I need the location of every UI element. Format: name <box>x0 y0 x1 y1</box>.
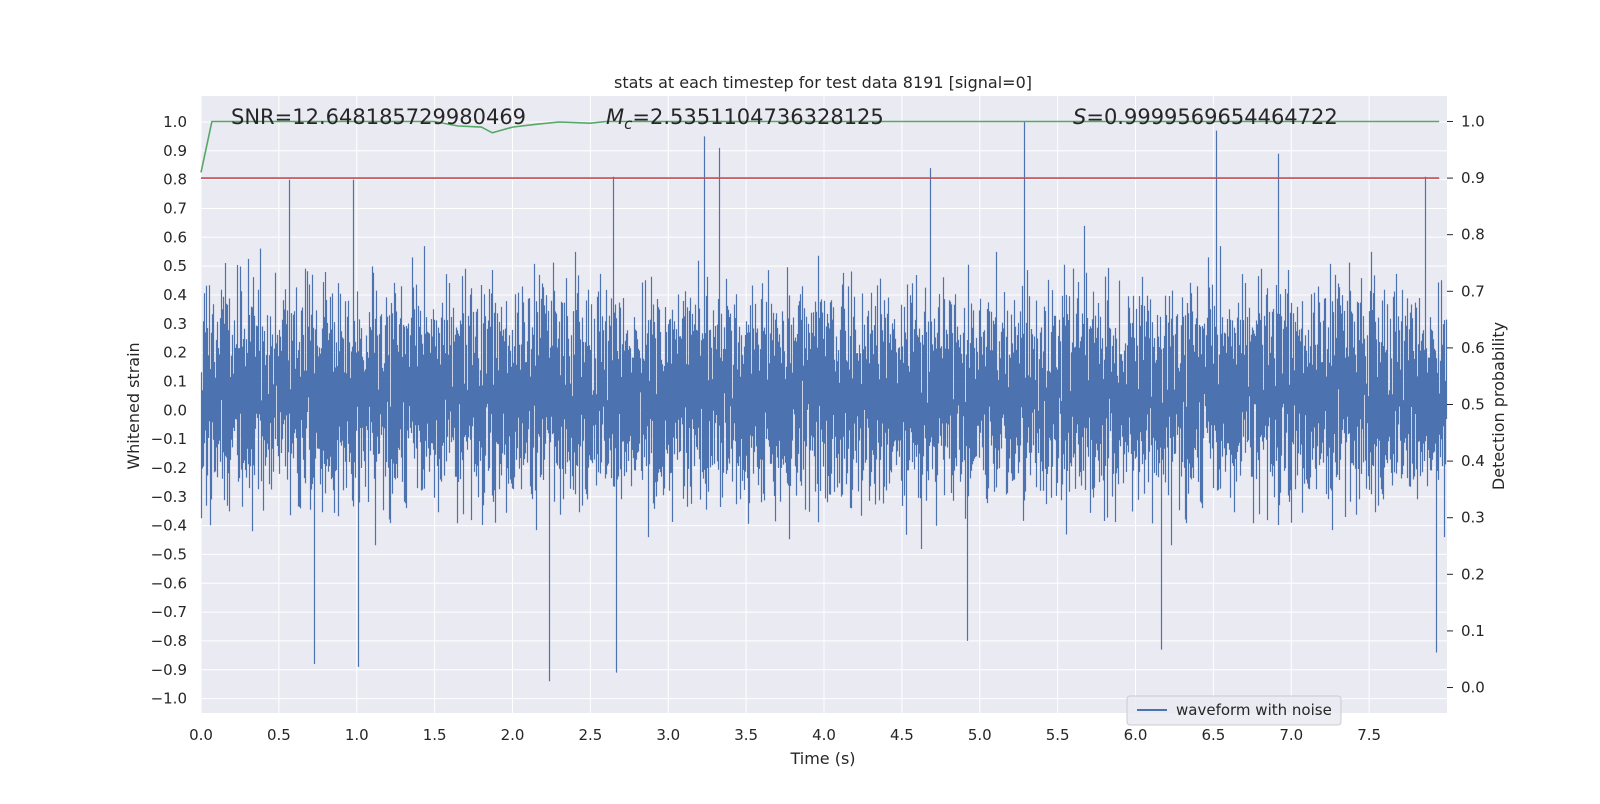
significance-symbol: S <box>1073 105 1086 129</box>
y-tick-left-label-10: 0.0 <box>163 401 187 419</box>
y-tick-left-label-11: −0.1 <box>151 430 187 448</box>
y-tick-right-label-4: 0.6 <box>1461 339 1485 357</box>
chart-title: stats at each timestep for test data 819… <box>614 73 1032 92</box>
chirp-mass-symbol: M <box>606 105 624 129</box>
y-tick-left-label-5: 0.5 <box>163 257 187 275</box>
y-tick-right-label-2: 0.8 <box>1461 226 1485 244</box>
x-tick-label-0: 0.0 <box>189 726 213 744</box>
y-axis-left: 1.0 0.9 0.8 0.7 0.6 0.5 0.4 0.3 0.2 0.1 0.0 −0.1 −0.… <box>151 113 187 708</box>
y-tick-left-label-20: −1.0 <box>151 690 187 708</box>
x-tick-label-15: 7.5 <box>1357 726 1381 744</box>
y-tick-right-label-10: 0.0 <box>1461 679 1485 697</box>
y-tick-left-label-3: 0.7 <box>163 199 187 217</box>
y-tick-left-label-2: 0.8 <box>163 171 187 189</box>
x-tick-label-13: 6.5 <box>1201 726 1225 744</box>
x-tick-label-5: 2.5 <box>578 726 602 744</box>
x-tick-label-14: 7.0 <box>1279 726 1303 744</box>
y-tick-left-label-0: 1.0 <box>163 113 187 131</box>
x-tick-label-2: 1.0 <box>345 726 369 744</box>
y-tick-right-label-9: 0.1 <box>1461 622 1485 640</box>
y-axis-left-label: Whitened strain <box>124 342 143 469</box>
y-tick-left-label-9: 0.1 <box>163 372 187 390</box>
y-tick-left-label-8: 0.2 <box>163 344 187 362</box>
y-tick-left-label-6: 0.4 <box>163 286 187 304</box>
y-axis-right: 1.0 0.9 0.8 0.7 0.6 0.5 0.4 0.3 0.2 0.1 0.0 <box>1447 112 1485 697</box>
chirp-mass-annotation: Mc=2.5351104736328125 <box>606 105 884 133</box>
y-tick-left-label-14: −0.4 <box>151 517 187 535</box>
y-tick-left-label-16: −0.6 <box>151 574 187 592</box>
x-tick-label-9: 4.5 <box>890 726 914 744</box>
y-tick-left-label-12: −0.2 <box>151 459 187 477</box>
significance-value: =0.9999569654464722 <box>1086 105 1337 129</box>
y-tick-right-label-7: 0.3 <box>1461 509 1485 527</box>
y-tick-left-label-13: −0.3 <box>151 488 187 506</box>
x-tick-label-11: 5.5 <box>1046 726 1070 744</box>
probability-lines <box>200 120 1440 179</box>
y-tick-left-label-17: −0.7 <box>151 603 187 621</box>
x-axis-label: Time (s) <box>789 749 855 768</box>
y-tick-left-label-7: 0.3 <box>163 315 187 333</box>
snr-annotation: SNR=12.648185729980469 <box>231 105 526 129</box>
x-tick-label-1: 0.5 <box>267 726 291 744</box>
x-tick-label-8: 4.0 <box>812 726 836 744</box>
y-tick-left-label-15: −0.5 <box>151 545 187 563</box>
y-tick-left-label-18: −0.8 <box>151 632 187 650</box>
legend-box <box>1126 695 1342 726</box>
waveform-series <box>200 121 1448 682</box>
x-tick-label-10: 5.0 <box>968 726 992 744</box>
x-tick-label-4: 2.0 <box>501 726 525 744</box>
waveform-trace <box>200 121 1448 682</box>
y-tick-left-label-19: −0.9 <box>151 661 187 679</box>
x-tick-label-7: 3.5 <box>734 726 758 744</box>
chirp-mass-subscript: c <box>624 115 633 133</box>
y-tick-right-label-1: 0.9 <box>1461 169 1485 187</box>
detection-probability-line <box>200 120 1440 173</box>
x-axis: 0.0 0.5 1.0 1.5 2.0 2.5 3.0 3.5 4.0 4.5 5.0 5.5 6.0 6… <box>189 726 1381 744</box>
y-axis-right-label: Detection probability <box>1489 322 1508 490</box>
legend: waveform with noise <box>1126 695 1342 726</box>
y-tick-right-label-6: 0.4 <box>1461 452 1485 470</box>
y-tick-right-label-0: 1.0 <box>1461 112 1485 130</box>
x-tick-label-6: 3.0 <box>656 726 680 744</box>
y-tick-right-label-8: 0.2 <box>1461 565 1485 583</box>
y-tick-right-label-5: 0.5 <box>1461 396 1485 414</box>
y-tick-left-label-4: 0.6 <box>163 228 187 246</box>
x-tick-label-12: 6.0 <box>1124 726 1148 744</box>
y-tick-left-label-1: 0.9 <box>163 142 187 160</box>
y-tick-right-label-3: 0.7 <box>1461 282 1485 300</box>
x-tick-label-3: 1.5 <box>423 726 447 744</box>
chirp-mass-value: =2.5351104736328125 <box>632 105 883 129</box>
legend-label-waveform: waveform with noise <box>1176 701 1332 719</box>
significance-annotation: S=0.9999569654464722 <box>1073 105 1338 129</box>
